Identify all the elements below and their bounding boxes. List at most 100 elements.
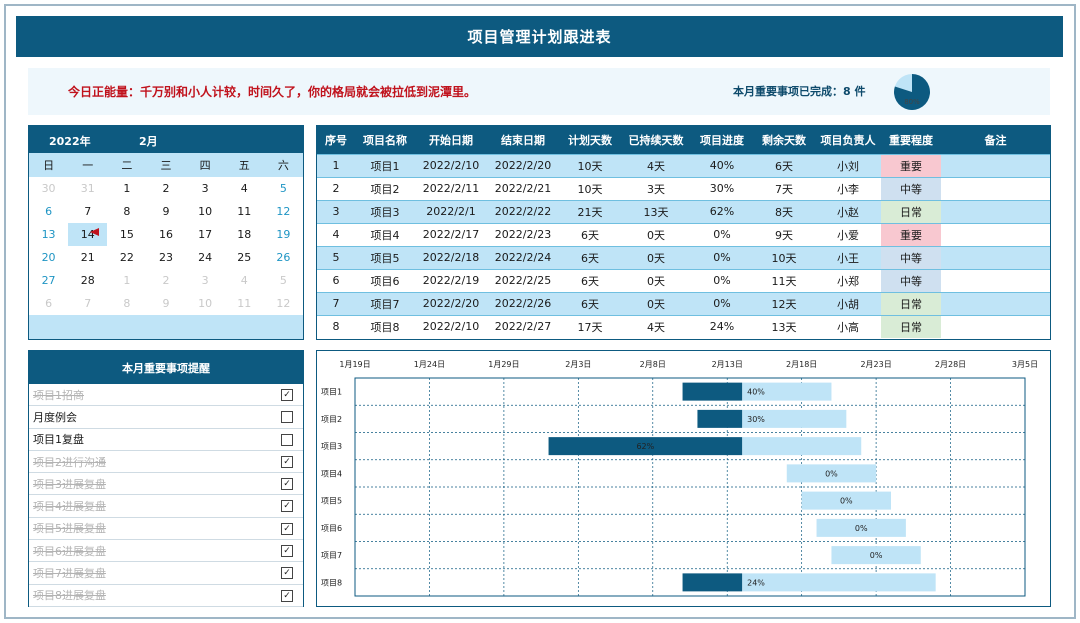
calendar-day[interactable]: 23 [158,251,173,264]
reminder-checkbox[interactable]: ✓ [281,545,293,558]
progress-label: 30% [747,415,765,424]
calendar-day[interactable]: 17 [198,228,213,241]
calendar-day[interactable]: 9 [162,297,170,310]
calendar-day[interactable]: 2 [162,274,170,287]
calendar-day[interactable]: 18 [237,228,252,241]
calendar-day[interactable]: 10 [198,297,213,310]
calendar-day[interactable]: 7 [84,205,92,218]
progress-label: 62% [636,442,654,451]
table-row[interactable]: 6 项目6 2022/2/19 2022/2/25 6天 0天 0% 11天 小郑 中等 [317,268,1050,292]
calendar-day[interactable]: 6 [45,205,53,218]
gantt-chart: 1月19日 1月24日 1月29日 2月3日 2月8日 2月13日 2月18日 2月23日 2月… [316,350,1051,607]
calendar-day[interactable]: 14 [68,223,108,246]
table-cell: 13天 [621,199,691,223]
gantt-bar-remaining [801,491,891,510]
table-row[interactable]: 4 项目4 2022/2/17 2022/2/23 6天 0天 0% 9天 小爱 重要 [317,222,1050,246]
column-header: 开始日期 [415,126,487,154]
table-row[interactable]: 3 项目3 2022/2/1 2022/2/22 21天 13天 62% 8天 小赵 日常 [317,199,1050,223]
reminder-label: 项目1招商 [33,388,84,402]
table-cell: 6天 [559,245,621,269]
calendar-day[interactable]: 3 [201,274,209,287]
calendar-day[interactable]: 31 [80,182,95,195]
calendar-day[interactable]: 16 [158,228,173,241]
calendar-day[interactable]: 15 [119,228,134,241]
calendar-day[interactable]: 8 [123,297,131,310]
calendar-day[interactable]: 12 [276,297,291,310]
calendar-day[interactable]: 11 [237,297,252,310]
table-row[interactable]: 7 项目7 2022/2/20 2022/2/26 6天 0天 0% 12天 小胡 日常 [317,291,1050,315]
completed-count: 本月重要事项已完成：8 件 [733,85,866,98]
calendar-weekdays: 日一二三四五六 [29,153,303,177]
table-row[interactable]: 5 项目5 2022/2/18 2022/2/24 6天 0天 0% 10天 小王 中等 [317,245,1050,269]
reminder-label: 项目7进展复盘 [33,567,106,581]
importance-badge: 中等 [881,176,941,200]
reminder-checkbox[interactable]: ✓ [281,478,293,491]
reminder-checkbox[interactable]: ✓ [281,500,293,513]
calendar-day[interactable]: 20 [41,251,56,264]
calendar-day[interactable]: 24 [198,251,213,264]
reminder-checkbox[interactable]: ✓ [281,567,293,580]
table-cell: 2022/2/10 [415,314,487,338]
calendar-year[interactable]: 2022年 [49,135,91,148]
calendar-day[interactable]: 22 [119,251,134,264]
calendar-day[interactable]: 27 [41,274,56,287]
table-row[interactable]: 8 项目8 2022/2/10 2022/2/27 17天 4天 24% 13天 小高 日常 [317,314,1050,338]
table-cell: 项目7 [355,291,415,315]
calendar-day[interactable]: 9 [162,205,170,218]
reminder-item: 月度例会 [29,406,303,429]
column-header: 项目进度 [691,126,753,154]
calendar-day[interactable]: 25 [237,251,252,264]
calendar-month[interactable]: 2月 [139,135,158,148]
gantt-bar-remaining [742,437,862,456]
calendar-day[interactable]: 19 [276,228,291,241]
calendar-day[interactable]: 10 [198,205,213,218]
table-cell: 5 [317,245,355,269]
calendar-day[interactable]: 13 [41,228,56,241]
calendar-day[interactable]: 5 [279,274,287,287]
reminder-item: 项目1招商 ✓ [29,384,303,407]
table-cell: 2022/2/27 [487,314,559,338]
motto-text: 今日正能量：千万别和小人计较，时间久了，你的格局就会被拉低到泥潭里。 [68,85,477,99]
reminder-checkbox[interactable] [281,411,293,424]
reminder-checkbox[interactable]: ✓ [281,522,293,535]
reminder-item: 项目4进展复盘 ✓ [29,495,303,518]
calendar-day[interactable]: 6 [45,297,53,310]
calendar-day[interactable]: 21 [80,251,95,264]
table-cell: 40% [691,153,753,177]
calendar-day[interactable]: 7 [84,297,92,310]
table-cell: 项目6 [355,268,415,292]
table-cell: 12天 [753,291,815,315]
reminder-checkbox[interactable]: ✓ [281,455,293,468]
calendar-day[interactable]: 4 [240,182,248,195]
y-category-label: 项目8 [321,578,342,587]
table-cell: 6天 [559,222,621,246]
completed-pie: 80% [894,74,930,110]
x-tick-label: 2月13日 [712,360,743,369]
table-row[interactable]: 1 项目1 2022/2/10 2022/2/20 10天 4天 40% 6天 小刘 重要 [317,153,1050,177]
calendar-day[interactable]: 30 [41,182,56,195]
calendar-day[interactable]: 8 [123,205,131,218]
calendar-day[interactable]: 11 [237,205,252,218]
pie-done-slice [894,74,930,110]
reminder-title: 本月重要事项提醒 [29,351,303,384]
calendar-day[interactable]: 2 [162,182,170,195]
calendar-day[interactable]: 4 [240,274,248,287]
gantt-bar-remaining [742,573,936,592]
weekday-label: 日 [43,159,55,172]
reminder-checkbox[interactable]: ✓ [281,389,293,401]
weekday-label: 二 [121,159,133,172]
calendar-day[interactable]: 26 [276,251,291,264]
calendar-day[interactable]: 12 [276,205,291,218]
calendar-day[interactable]: 1 [123,274,131,287]
reminder-item: 项目1复盘 [29,429,303,451]
calendar-day[interactable]: 28 [80,274,95,287]
table-cell [941,222,1050,246]
reminder-checkbox[interactable]: ✓ [281,589,293,602]
calendar-day[interactable]: 3 [201,182,209,195]
reminder-label: 项目3进展复盘 [33,477,106,491]
calendar-day[interactable]: 1 [123,182,131,195]
calendar-day[interactable]: 5 [279,182,287,195]
gantt-bar-remaining [816,518,906,537]
reminder-checkbox[interactable] [281,433,293,446]
table-row[interactable]: 2 项目2 2022/2/11 2022/2/21 10天 3天 30% 7天 小李 中等 [317,176,1050,200]
